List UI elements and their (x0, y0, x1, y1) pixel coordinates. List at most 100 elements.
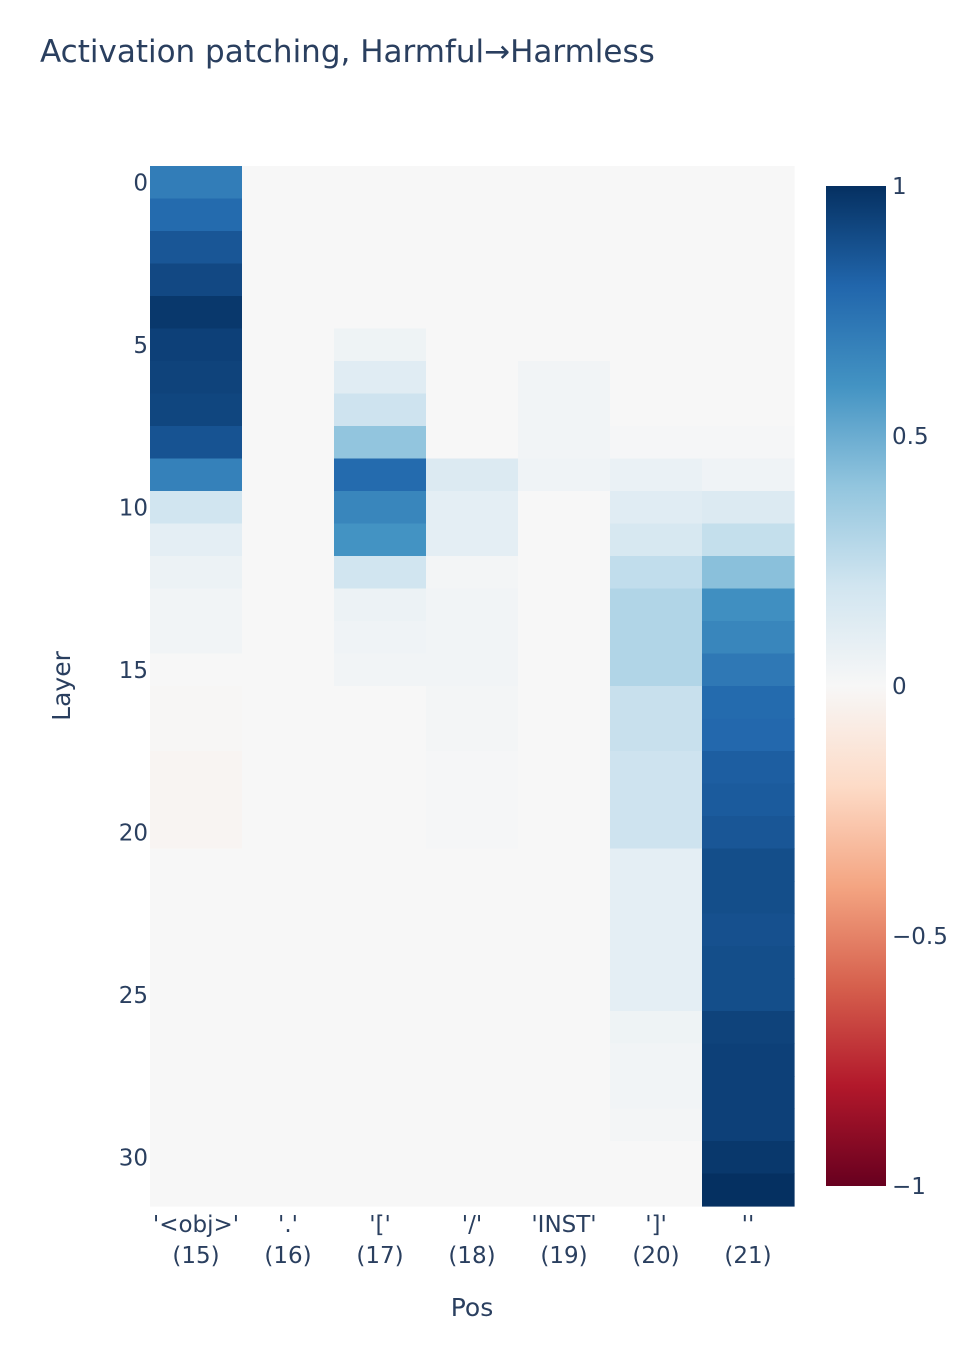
heatmap-cell (242, 913, 335, 947)
heatmap-cell (242, 653, 335, 687)
heatmap-cell (426, 523, 519, 557)
heatmap-cell (518, 588, 611, 622)
heatmap-cell (426, 913, 519, 947)
heatmap-cell (702, 881, 795, 915)
x-tick-label-position: (20) (632, 1243, 679, 1269)
colorbar-tick-label: 0 (892, 674, 907, 700)
heatmap-cell (242, 1043, 335, 1077)
heatmap-cell (518, 523, 611, 557)
heatmap-cell (334, 426, 427, 460)
heatmap-cell (334, 621, 427, 655)
heatmap-cell (426, 296, 519, 330)
heatmap-cell (702, 1141, 795, 1175)
heatmap-cell (334, 328, 427, 362)
heatmap-cell (150, 816, 243, 850)
heatmap-cell (334, 978, 427, 1012)
heatmap-cell (610, 1076, 703, 1110)
heatmap-cell (426, 491, 519, 525)
heatmap-cell (610, 458, 703, 492)
heatmap-cell (518, 328, 611, 362)
heatmap-cell (334, 491, 427, 525)
heatmap-cell (610, 491, 703, 525)
x-tick-label-token: '/' (462, 1212, 482, 1238)
heatmap-cell (702, 1173, 795, 1207)
heatmap-cell (150, 1076, 243, 1110)
heatmap-cell (702, 198, 795, 232)
heatmap-cell (610, 913, 703, 947)
heatmap-cell (518, 1043, 611, 1077)
heatmap-cell (518, 296, 611, 330)
heatmap-cell (242, 621, 335, 655)
heatmap-cell (426, 751, 519, 785)
x-tick-label-position: (15) (172, 1243, 219, 1269)
heatmap-cell (426, 426, 519, 460)
heatmap-cell (610, 881, 703, 915)
heatmap-cell (150, 978, 243, 1012)
heatmap-cell (242, 1011, 335, 1045)
heatmap-cell (702, 523, 795, 557)
heatmap-cell (334, 458, 427, 492)
heatmap-cell (702, 1076, 795, 1110)
heatmap-cell (426, 1043, 519, 1077)
heatmap-cell (334, 1076, 427, 1110)
heatmap-cells (150, 166, 795, 1207)
heatmap-cell (242, 783, 335, 817)
heatmap-cell (242, 296, 335, 330)
heatmap-cell (242, 361, 335, 395)
x-tick-label-token: 'INST' (531, 1212, 596, 1238)
heatmap-cell (242, 198, 335, 232)
heatmap-cell (702, 1108, 795, 1142)
heatmap-cell (702, 816, 795, 850)
heatmap-cell (610, 556, 703, 590)
heatmap-cell (426, 361, 519, 395)
heatmap-cell (702, 783, 795, 817)
colorbar-tick-label: 0.5 (892, 424, 929, 450)
heatmap-cell (426, 328, 519, 362)
heatmap-cell (518, 361, 611, 395)
heatmap-cell (610, 588, 703, 622)
heatmap-cell (150, 426, 243, 460)
heatmap-cell (150, 328, 243, 362)
heatmap-cell (702, 946, 795, 980)
heatmap-cell (518, 198, 611, 232)
heatmap-cell (150, 848, 243, 882)
x-tick-label-position: (16) (264, 1243, 311, 1269)
heatmap-cell (518, 913, 611, 947)
heatmap-cell (242, 1108, 335, 1142)
heatmap-cell (334, 653, 427, 687)
heatmap-cell (150, 1173, 243, 1207)
colorbar-tick-label: −1 (892, 1174, 926, 1200)
heatmap-cell (150, 1011, 243, 1045)
heatmap-cell (518, 263, 611, 297)
heatmap-cell (242, 458, 335, 492)
heatmap-cell (242, 718, 335, 752)
heatmap-cell (610, 361, 703, 395)
heatmap-cell (426, 556, 519, 590)
heatmap-cell (150, 1043, 243, 1077)
heatmap-cell (426, 588, 519, 622)
heatmap-cell (150, 686, 243, 720)
heatmap-cell (518, 1173, 611, 1207)
heatmap-cell (702, 718, 795, 752)
heatmap-cell (610, 166, 703, 200)
heatmap-cell (426, 621, 519, 655)
heatmap-cell (610, 426, 703, 460)
heatmap-cell (150, 588, 243, 622)
heatmap-cell (334, 686, 427, 720)
heatmap-cell (518, 166, 611, 200)
heatmap-cell (150, 231, 243, 265)
heatmap-cell (334, 361, 427, 395)
heatmap-cell (610, 621, 703, 655)
heatmap-cell (610, 1141, 703, 1175)
heatmap-cell (334, 913, 427, 947)
x-tick-label-token: '<obj>' (153, 1212, 239, 1238)
heatmap-cell (334, 1011, 427, 1045)
heatmap-cell (150, 556, 243, 590)
heatmap-cell (610, 816, 703, 850)
heatmap-cell (242, 393, 335, 427)
heatmap-cell (610, 653, 703, 687)
heatmap-cell (334, 231, 427, 265)
heatmap-cell (518, 231, 611, 265)
heatmap-cell (334, 816, 427, 850)
colorbar-ticks: 1 0.5 0 −0.5 −1 (892, 174, 948, 1200)
